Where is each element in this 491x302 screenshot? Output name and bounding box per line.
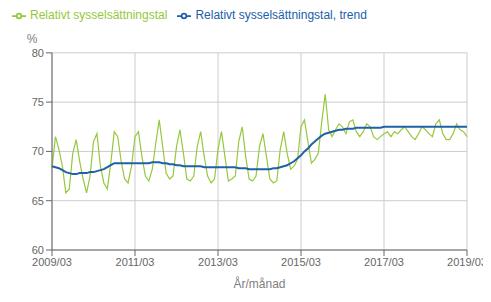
svg-text:80: 80 <box>32 47 44 59</box>
svg-text:År/månad: År/månad <box>233 276 285 291</box>
svg-text:65: 65 <box>32 195 44 207</box>
svg-text:70: 70 <box>32 145 44 157</box>
svg-text:%: % <box>27 32 38 46</box>
svg-text:2011/03: 2011/03 <box>116 256 155 268</box>
svg-text:2015/03: 2015/03 <box>281 256 321 268</box>
html-text:Relativt sysselsättningstal, t: Relativt sysselsättningstal, trend <box>195 8 367 22</box>
svg-text:2017/03: 2017/03 <box>364 256 404 268</box>
html-text:Relativt sysselsättningstal: Relativt sysselsättningstal <box>30 8 168 22</box>
svg-text:60: 60 <box>32 244 44 256</box>
svg-text:2013/03: 2013/03 <box>198 256 238 268</box>
svg-text:2009/03: 2009/03 <box>32 256 72 268</box>
svg-text:75: 75 <box>32 96 44 108</box>
svg-text:2019/03: 2019/03 <box>447 256 483 268</box>
